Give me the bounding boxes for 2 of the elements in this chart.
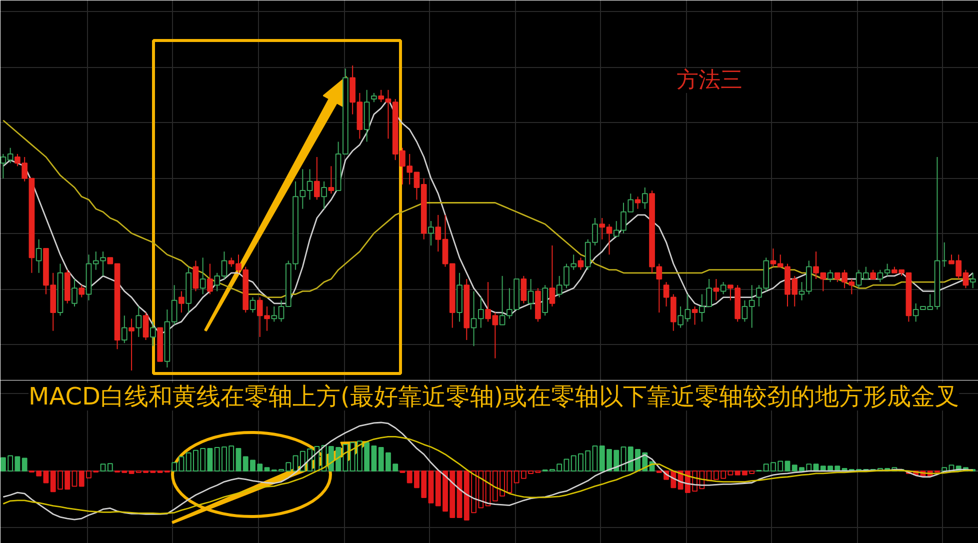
text: MACD白线和黄线在零轴上方(最好靠近零轴)或在零轴以下靠近零轴较劲的地方形成金叉 [28,382,960,410]
annotation: 方法三 [676,68,742,93]
